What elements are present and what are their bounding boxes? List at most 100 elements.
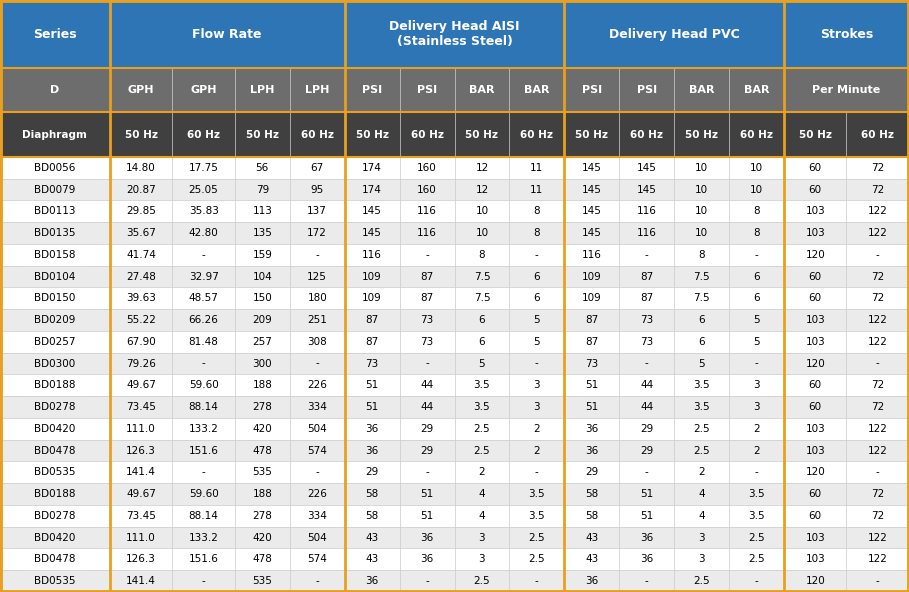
Text: BD0420: BD0420	[35, 424, 75, 434]
Text: 43: 43	[585, 554, 598, 564]
Text: 3.5: 3.5	[694, 402, 710, 412]
Bar	[784, 112, 846, 157]
Bar	[0, 353, 110, 375]
Text: 36: 36	[421, 533, 434, 543]
Text: 60 Hz: 60 Hz	[301, 130, 334, 140]
Bar	[509, 353, 564, 375]
Bar	[509, 157, 564, 179]
Text: 6: 6	[754, 272, 760, 282]
Bar	[110, 179, 173, 200]
Text: 2: 2	[534, 446, 540, 456]
Text: 145: 145	[636, 185, 656, 195]
Bar	[235, 222, 290, 244]
Text: -: -	[202, 359, 205, 369]
Text: -: -	[202, 250, 205, 260]
Text: -: -	[315, 359, 319, 369]
Text: 278: 278	[253, 511, 273, 521]
Text: 60: 60	[809, 402, 822, 412]
Bar	[509, 570, 564, 592]
Text: 5: 5	[698, 359, 704, 369]
Text: 51: 51	[585, 380, 598, 390]
Text: 36: 36	[585, 446, 598, 456]
Text: BD0158: BD0158	[35, 250, 75, 260]
Text: 60: 60	[809, 511, 822, 521]
Bar	[0, 440, 110, 462]
Text: 180: 180	[307, 293, 327, 303]
Text: -: -	[644, 359, 648, 369]
Text: 535: 535	[253, 576, 273, 586]
Bar	[173, 200, 235, 222]
Text: 3.5: 3.5	[528, 489, 545, 499]
Text: 3: 3	[698, 533, 704, 543]
Bar	[110, 331, 173, 353]
Text: 122: 122	[868, 446, 888, 456]
Bar	[509, 266, 564, 288]
Bar	[235, 483, 290, 505]
Text: 151.6: 151.6	[189, 446, 218, 456]
Text: 278: 278	[253, 402, 273, 412]
Bar	[110, 353, 173, 375]
Text: -: -	[754, 359, 758, 369]
Text: 109: 109	[363, 293, 382, 303]
Text: 120: 120	[805, 359, 825, 369]
Text: 36: 36	[640, 554, 654, 564]
Bar	[345, 505, 400, 527]
Text: 174: 174	[362, 163, 382, 173]
Text: 29: 29	[640, 424, 654, 434]
Bar	[784, 375, 846, 396]
Text: 59.60: 59.60	[189, 380, 218, 390]
Text: 51: 51	[365, 402, 379, 412]
Bar	[173, 527, 235, 549]
Bar	[846, 505, 909, 527]
Text: 60: 60	[809, 293, 822, 303]
Bar	[290, 462, 345, 483]
Text: 174: 174	[362, 185, 382, 195]
Text: 50 Hz: 50 Hz	[685, 130, 718, 140]
Text: -: -	[202, 576, 205, 586]
Text: 145: 145	[582, 228, 602, 238]
Text: 35.67: 35.67	[126, 228, 156, 238]
Bar	[509, 244, 564, 266]
Bar	[173, 483, 235, 505]
Bar	[345, 570, 400, 592]
Text: 4: 4	[698, 511, 704, 521]
Bar	[235, 288, 290, 309]
Bar	[619, 396, 674, 418]
Text: 58: 58	[585, 489, 598, 499]
Text: 120: 120	[805, 576, 825, 586]
Bar	[454, 418, 509, 440]
Bar	[110, 549, 173, 570]
Bar	[846, 396, 909, 418]
Bar	[290, 418, 345, 440]
Text: 60 Hz: 60 Hz	[861, 130, 894, 140]
Text: -: -	[754, 576, 758, 586]
Bar	[290, 222, 345, 244]
Text: 73: 73	[640, 337, 654, 347]
Text: 36: 36	[365, 446, 379, 456]
Bar	[784, 396, 846, 418]
Bar	[846, 179, 909, 200]
Bar	[454, 179, 509, 200]
Bar	[345, 288, 400, 309]
Text: 2.5: 2.5	[748, 533, 764, 543]
Bar	[619, 353, 674, 375]
Bar	[509, 222, 564, 244]
Bar	[173, 418, 235, 440]
Bar	[729, 309, 784, 331]
Text: 504: 504	[307, 533, 327, 543]
Text: 116: 116	[636, 206, 656, 216]
Text: LPH: LPH	[305, 85, 329, 95]
Text: 29.85: 29.85	[126, 206, 156, 216]
Text: 504: 504	[307, 424, 327, 434]
Bar	[619, 570, 674, 592]
Bar	[110, 396, 173, 418]
Bar	[110, 505, 173, 527]
Bar	[846, 157, 909, 179]
Text: 4: 4	[479, 489, 485, 499]
Text: BD0257: BD0257	[35, 337, 75, 347]
Bar	[0, 375, 110, 396]
Bar	[235, 112, 290, 157]
Text: Delivery Head PVC: Delivery Head PVC	[609, 28, 740, 40]
Text: 67.90: 67.90	[126, 337, 156, 347]
Bar	[110, 527, 173, 549]
